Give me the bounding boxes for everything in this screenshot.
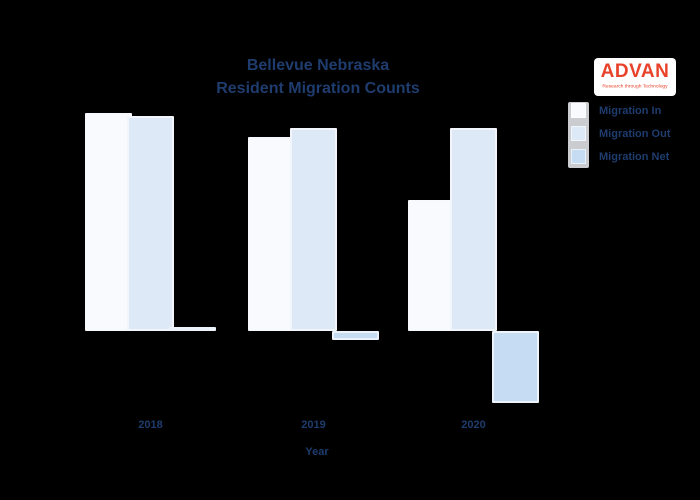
- migration-net-swatch-icon: [571, 149, 586, 164]
- legend-item-migration-out: Migration Out: [566, 125, 671, 142]
- legend-item-migration-net: Migration Net: [566, 148, 669, 165]
- advan-logo-text: ADVAN: [600, 61, 670, 82]
- chart-title-line2: Resident Migration Counts: [216, 80, 420, 97]
- advan-logo: ADVAN Research through Technology: [594, 58, 676, 96]
- legend-item-migration-in: Migration In: [566, 102, 661, 119]
- bar-migration-net-2020: [492, 331, 539, 403]
- x-tick-label-2018: 2018: [138, 419, 163, 431]
- x-axis-title: Year: [305, 446, 329, 458]
- bar-migration-net-2019: [332, 331, 379, 340]
- bar-migration-net-2018: [169, 327, 216, 331]
- advan-logo-tagline: Research through Technology: [602, 84, 668, 89]
- chart-title-line1: Bellevue Nebraska: [246, 57, 390, 74]
- legend-label-migration-in: Migration In: [599, 104, 662, 117]
- bar-migration-in-2020: [408, 200, 455, 331]
- x-tick-label-2020: 2020: [461, 419, 486, 431]
- bar-migration-in-2018: [85, 113, 132, 331]
- bar-migration-out-2019: [290, 128, 337, 331]
- x-tick-label-2019: 2019: [301, 419, 326, 431]
- legend-label-migration-out: Migration Out: [599, 127, 671, 140]
- migration-out-swatch-icon: [571, 126, 586, 141]
- bar-migration-out-2018: [127, 116, 174, 331]
- legend-label-migration-net: Migration Net: [599, 150, 670, 163]
- migration-in-swatch-icon: [571, 103, 586, 118]
- bar-migration-out-2020: [450, 128, 497, 331]
- chart-title: Bellevue Nebraska Resident Migration Cou…: [98, 54, 538, 100]
- bar-migration-in-2019: [248, 137, 295, 331]
